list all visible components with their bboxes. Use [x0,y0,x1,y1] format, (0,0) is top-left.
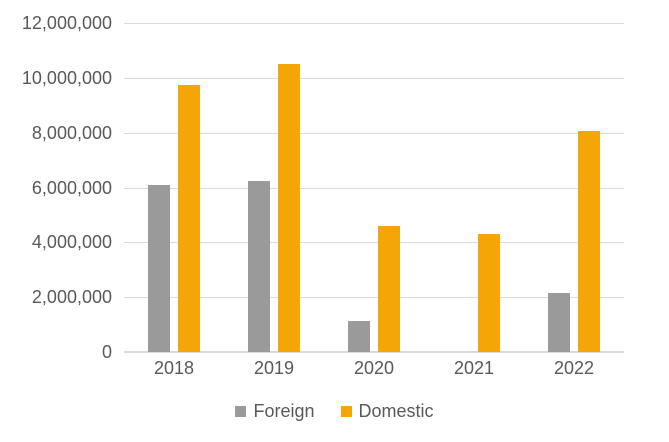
gridline [124,132,624,134]
gridline [124,77,624,79]
legend-label-foreign: Foreign [253,400,315,421]
y-axis-tick-label: 4,000,000 [31,232,112,253]
x-axis-category-label: 2018 [153,358,195,378]
bar-domestic-2018 [178,84,200,352]
y-axis-tick-label: 12,000,000 [21,13,112,33]
x-axis-line [124,351,624,353]
legend-swatch-foreign [235,405,247,417]
y-axis-tick-label: 2,000,000 [31,287,112,308]
bar-domestic-2020 [378,225,400,352]
gridline [124,297,624,299]
bar-domestic-2022 [578,131,600,352]
bar-domestic-2021 [478,234,500,352]
gridline [124,23,624,24]
x-axis-category-label: 2020 [353,358,395,378]
legend-swatch-domestic [340,405,352,417]
legend-label-domestic: Domestic [358,400,434,421]
gridline [124,187,624,189]
x-axis-category-label: 2021 [453,358,495,378]
y-axis-tick-label: 10,000,000 [21,67,112,88]
bar-foreign-2020 [348,320,370,352]
x-axis-category-label: 2019 [253,358,295,378]
legend-item-domestic: Domestic [340,400,434,422]
legend-item-foreign: Foreign [235,400,315,422]
y-axis-tick-label: 6,000,000 [31,177,112,198]
gridline [124,242,624,244]
legend: Foreign Domestic [0,399,669,423]
bar-foreign-2018 [148,184,170,352]
bar-foreign-2019 [248,180,270,352]
y-axis-tick-label: 0 [101,342,112,362]
bar-foreign-2022 [548,293,570,352]
bar-domestic-2019 [278,64,300,352]
x-axis-category-label: 2022 [553,358,595,378]
y-axis-tick-label: 8,000,000 [31,122,112,143]
